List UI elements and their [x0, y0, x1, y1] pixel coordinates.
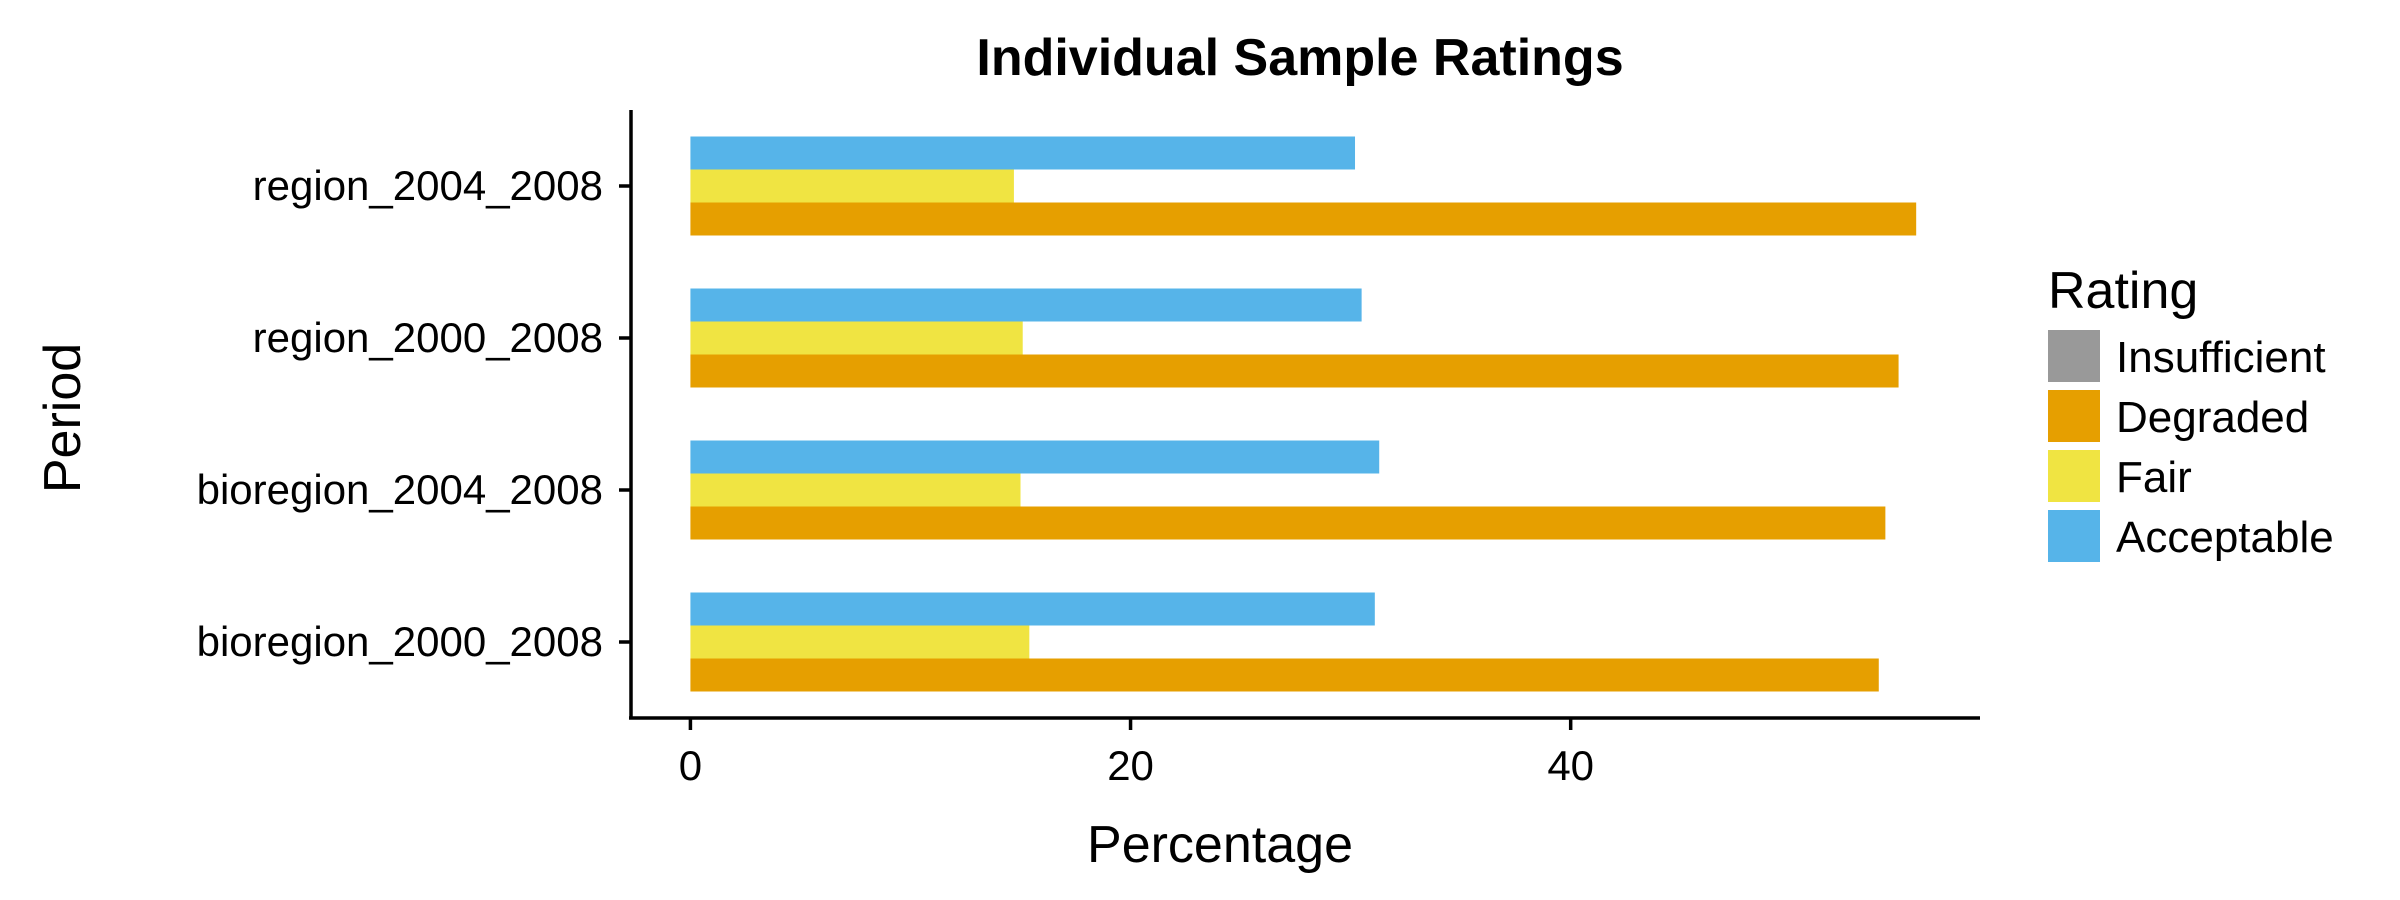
y-axis-ticks: region_2004_2008 region_2000_2008 bioregio…: [197, 162, 631, 665]
bar-fair: [690, 625, 1030, 659]
x-axis-ticks: 0 20 40: [679, 718, 1594, 789]
y-axis-title: Period: [34, 343, 92, 493]
x-tick-label: 40: [1547, 742, 1594, 789]
legend-key-degraded: [2048, 390, 2100, 442]
bar-fair: [690, 321, 1023, 355]
legend-key-acceptable: [2048, 510, 2100, 562]
legend-title: Rating: [2048, 262, 2198, 320]
legend-label: Fair: [2116, 453, 2192, 502]
x-tick-label: 20: [1107, 742, 1154, 789]
legend-label: Acceptable: [2116, 513, 2334, 562]
legend-label: Degraded: [2116, 393, 2309, 442]
bar-acceptable: [690, 136, 1356, 170]
bar-degraded: [690, 506, 1886, 540]
bar-acceptable: [690, 288, 1362, 322]
bar-degraded: [690, 202, 1917, 236]
x-axis-title: Percentage: [1087, 816, 1353, 874]
legend-key-insufficient: [2048, 330, 2100, 382]
bar-fair: [690, 169, 1014, 203]
bars-group: [690, 136, 1917, 692]
x-tick-label: 0: [679, 742, 702, 789]
bar-acceptable: [690, 440, 1380, 474]
y-tick-label: bioregion_2000_2008: [197, 618, 603, 665]
bar-degraded: [690, 658, 1879, 692]
bar-fair: [690, 473, 1021, 507]
bar-degraded: [690, 354, 1899, 388]
y-tick-label: region_2000_2008: [253, 314, 603, 361]
y-tick-label: region_2004_2008: [253, 162, 603, 209]
legend-label: Insufficient: [2116, 333, 2326, 382]
y-tick-label: bioregion_2004_2008: [197, 466, 603, 513]
legend: Insufficient Degraded Fair Acceptable: [2048, 330, 2334, 562]
bar-acceptable: [690, 592, 1375, 626]
legend-key-fair: [2048, 450, 2100, 502]
chart-title: Individual Sample Ratings: [976, 29, 1623, 87]
